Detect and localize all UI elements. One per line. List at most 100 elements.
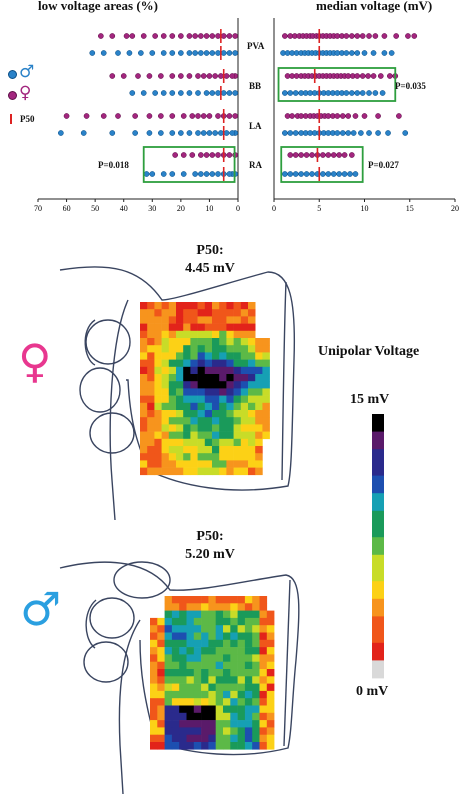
heatmap-cell (226, 431, 234, 440)
heatmap-cell (266, 617, 275, 626)
heatmap-cell (233, 330, 242, 339)
heatmap-cell (244, 683, 253, 692)
heatmap-cell (208, 617, 216, 626)
heatmap-cell (266, 683, 275, 692)
heatmap-cell (230, 661, 238, 670)
heatmap-cell (150, 720, 158, 728)
left-tick-label: 60 (63, 204, 71, 213)
heatmap-cell (230, 683, 238, 692)
colorbar-segment (372, 642, 384, 652)
heatmap-cell (179, 639, 187, 648)
heatmap-cell (248, 366, 256, 375)
voltage-colorbar (372, 414, 384, 679)
heatmap-cell (252, 698, 260, 706)
heatmap-cell (157, 639, 165, 648)
heatmap-cell (147, 460, 155, 468)
heatmap-cell (215, 596, 224, 604)
left-point-ra-male (198, 171, 204, 177)
heatmap-cell (157, 661, 165, 670)
colorbar-segment (372, 554, 384, 564)
heatmap-cell (266, 625, 275, 633)
heatmap-cell (237, 632, 246, 641)
heatmap-cell (183, 446, 191, 454)
heatmap-cell (150, 669, 158, 677)
heatmap-cell (212, 424, 220, 432)
heatmap-cell (244, 690, 253, 699)
heatmap-cell (223, 742, 231, 750)
heatmap-cell (240, 431, 249, 440)
heatmap-cell (183, 330, 191, 339)
region-label-ra: RA (249, 160, 262, 170)
heatmap-cell (161, 424, 170, 432)
heatmap-cell (190, 410, 198, 418)
heatmap-cell (226, 309, 234, 317)
heatmap-cell (190, 374, 198, 382)
heatmap-cell (248, 417, 256, 425)
left-point-bb-female (212, 73, 218, 79)
heatmap-cell (179, 705, 187, 714)
heatmap-cell (157, 712, 165, 721)
heatmap-cell (161, 316, 170, 324)
heatmap-cell (140, 374, 148, 382)
heatmap-cell (230, 734, 238, 743)
heatmap-cell (219, 431, 227, 440)
right-tick-label: 0 (272, 204, 276, 213)
heatmap-cell (168, 395, 177, 404)
heatmap-cell (230, 676, 238, 684)
heatmap-cell (223, 712, 231, 721)
heatmap-cell (248, 453, 256, 461)
heatmap-cell (255, 381, 263, 389)
heatmap-cell (140, 417, 148, 425)
left-point-pva-female (186, 33, 193, 39)
heatmap-cell (193, 654, 202, 662)
heatmap-cell (186, 734, 195, 743)
colorbar-segment (372, 537, 384, 547)
colorbar-segment (372, 590, 384, 600)
colorbar-segment (372, 502, 384, 512)
colorbar-max-label: 15 mV (350, 392, 390, 407)
heatmap-cell (154, 460, 162, 468)
heatmap-cell (215, 742, 224, 750)
heatmap-cell (161, 309, 170, 317)
heatmap-cell (147, 345, 155, 353)
heatmap-cell (266, 727, 275, 735)
significance-box-ra-left (142, 146, 236, 183)
heatmap-cell (215, 705, 224, 714)
heatmap-cell (212, 381, 220, 389)
heatmap-cell (237, 596, 246, 604)
heatmap-cell (154, 359, 162, 368)
heatmap-cell (186, 639, 195, 648)
heatmap-cell (215, 683, 224, 692)
heatmap-cell (226, 410, 234, 418)
heatmap-cell (197, 402, 206, 411)
heatmap-cell (186, 690, 195, 699)
heatmap-cell (164, 676, 173, 684)
heatmap-cell (208, 610, 216, 619)
left-point-la-male (146, 130, 153, 136)
heatmap-cell (259, 610, 268, 619)
heatmap-cell (164, 603, 173, 611)
heatmap-cell (219, 417, 227, 425)
heatmap-cell (212, 446, 220, 454)
left-point-ra-male (180, 171, 187, 177)
heatmap-cell (140, 395, 148, 404)
heatmap-cell (150, 625, 158, 633)
heatmap-cell (233, 424, 242, 432)
left-point-bb-female (200, 73, 207, 79)
heatmap-cell (201, 690, 209, 699)
heatmap-cell (255, 417, 263, 425)
left-point-bb-male (152, 90, 158, 96)
heatmap-cell (186, 647, 195, 655)
heatmap-cell (161, 417, 170, 425)
colorbar-segment (372, 625, 384, 635)
heatmap-cell (193, 617, 202, 626)
heatmap-cell (233, 309, 242, 317)
heatmap-cell (252, 676, 260, 684)
left-point-pva-male (198, 50, 204, 56)
heatmap-cell (168, 410, 177, 418)
left-point-pva-female (123, 33, 130, 39)
heatmap-cell (266, 705, 275, 714)
heatmap-cell (244, 639, 253, 648)
heatmap-cell (255, 424, 263, 432)
heatmap-cell (171, 705, 180, 714)
